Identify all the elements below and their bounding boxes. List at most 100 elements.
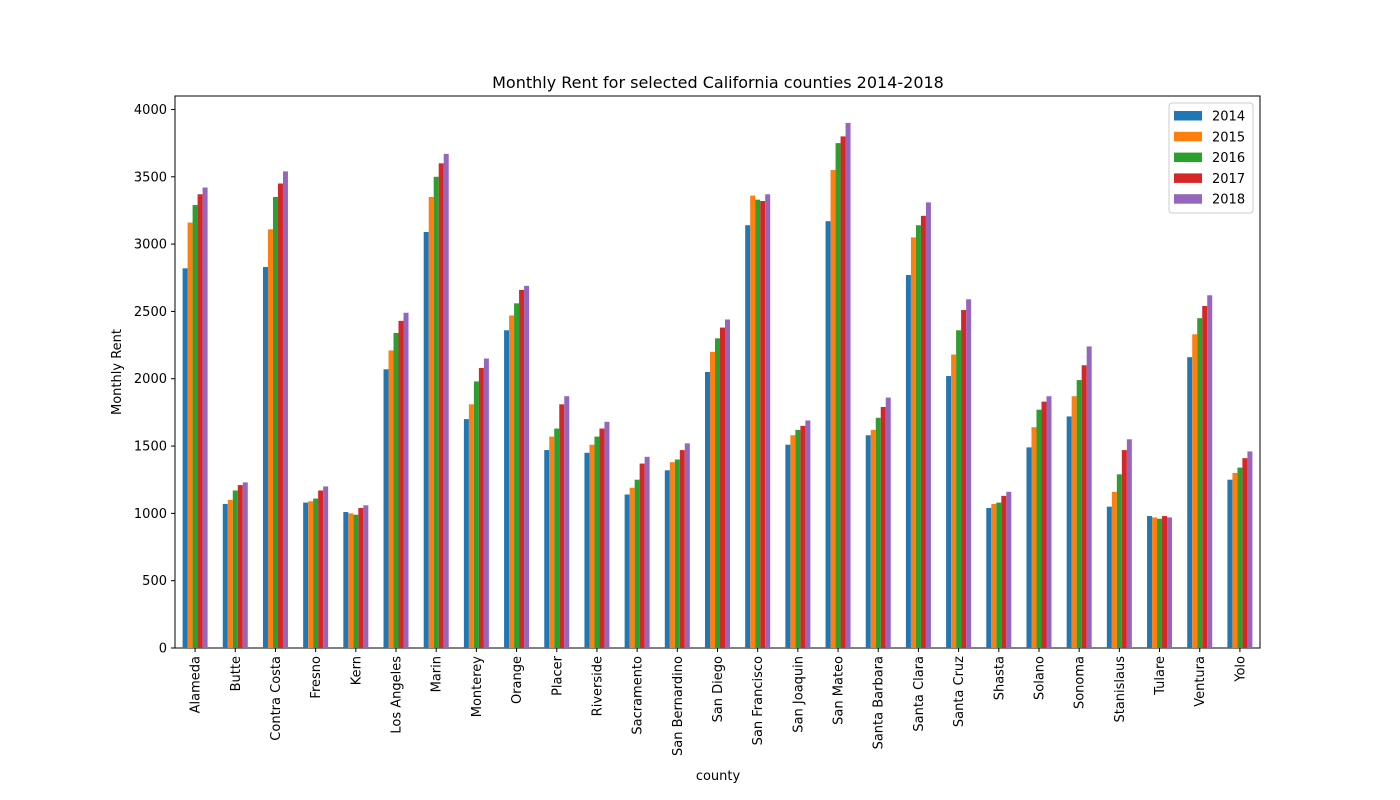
bar-2016-san-bernardino [674,459,680,648]
bar-2015-riverside [589,444,595,648]
bar-2014-san-francisco [745,225,751,648]
legend-swatch-2014 [1174,111,1202,121]
bar-2017-san-joaquin [800,425,806,648]
x-tick-label: Los Angeles [390,656,405,734]
legend-swatch-2018 [1174,194,1202,204]
y-tick-label: 3000 [134,238,167,253]
x-tick-label: Stanislaus [1113,656,1128,723]
bar-2018-los-angeles [403,312,409,648]
bar-2014-santa-barbara [865,435,871,648]
bar-2018-santa-clara [925,202,931,649]
bar-2017-monterey [478,367,484,648]
bar-2014-shasta [986,507,992,648]
y-tick-label: 2000 [134,372,167,387]
bar-2018-monterey [483,358,489,648]
bar-2016-san-diego [715,338,720,648]
bar-2016-stanislaus [1116,474,1122,648]
x-tick-label: Santa Cruz [952,656,967,727]
x-tick-label: Ventura [1193,656,1208,707]
x-tick-label: Contra Costa [269,656,284,741]
bar-2015-san-francisco [750,195,756,648]
bar-2015-kern [348,513,354,648]
legend-label-2016: 2016 [1212,151,1245,166]
bar-2016-santa-cruz [956,330,962,648]
bar-2017-placer [559,404,565,648]
bar-2015-san-diego [710,351,715,648]
bar-2015-alameda [187,222,193,648]
bar-2016-alameda [192,205,198,649]
bar-2018-tulare [1167,517,1173,648]
bar-2016-ventura [1197,318,1203,648]
bar-2016-marin [433,176,439,648]
bar-2016-kern [353,514,359,648]
bar-2016-butte [232,490,238,648]
legend-swatch-2015 [1174,131,1202,142]
bar-2018-sonoma [1086,346,1092,648]
bar-2016-tulare [1157,518,1163,648]
x-tick-label: Shasta [992,656,1007,700]
bar-2015-butte [227,499,233,648]
bar-2017-ventura [1202,306,1208,648]
bar-2018-ventura [1207,295,1213,648]
bar-2016-fresno [313,498,319,648]
x-tick-label: Tulare [1153,656,1168,696]
bar-2018-placer [564,396,570,648]
bar-2016-sacramento [634,479,640,648]
x-tick-label: Santa Barbara [872,656,887,749]
bar-2015-solano [1031,427,1037,648]
x-tick-label: Solano [1032,656,1047,700]
bar-2014-riverside [584,452,590,648]
bar-2016-contra-costa [272,196,278,648]
bar-2018-solano [1046,396,1052,648]
bar-2016-santa-barbara [875,417,881,648]
x-tick-label: Monterey [470,656,485,718]
bar-2017-contra-costa [277,183,283,648]
bar-2014-orange [504,330,510,648]
x-tick-label: Fresno [309,656,324,699]
bar-2017-orange [519,289,525,648]
x-tick-label: Yolo [1233,656,1248,683]
bar-2014-san-mateo [825,221,831,648]
bar-2014-monterey [463,419,469,648]
bar-2015-tulare [1152,517,1158,648]
legend-label-2018: 2018 [1212,193,1245,208]
y-tick-label: 1000 [134,507,167,522]
y-tick-label: 4000 [134,103,167,118]
bar-2014-solano [1026,447,1032,648]
x-tick-label: Placer [550,655,565,696]
bar-2015-orange [509,315,515,648]
bar-2014-marin [423,231,429,649]
bar-2018-san-bernardino [684,443,690,648]
bar-2018-shasta [1006,491,1012,648]
bar-2014-santa-clara [905,275,911,648]
bar-2018-orange [524,285,530,648]
x-tick-label: Sonoma [1073,656,1088,709]
bar-2018-san-francisco [765,194,771,648]
x-tick-label: Butte [229,656,244,691]
bar-2016-sonoma [1076,380,1082,648]
y-tick-label: 2500 [134,305,167,320]
x-tick-label: Marin [430,656,445,692]
x-tick-label: San Francisco [751,656,766,745]
bar-2014-fresno [303,502,309,648]
bar-2016-orange [514,303,520,648]
bar-2017-san-mateo [840,136,846,648]
bar-2014-tulare [1147,516,1153,648]
bar-2018-san-mateo [845,122,851,649]
x-tick-label: San Diego [711,656,726,722]
bar-2014-contra-costa [262,266,268,648]
bar-2015-ventura [1192,334,1198,648]
bar-2015-santa-barbara [870,429,876,648]
y-tick-label: 0 [159,642,167,657]
bar-2014-san-joaquin [785,444,791,648]
bar-2014-stanislaus [1106,506,1112,648]
x-tick-label: San Joaquin [791,656,806,733]
y-axis: 0 500 1000 1500 2000 2500 3000 3500 4000 [134,103,175,657]
bar-2017-san-diego [720,327,725,648]
bar-2016-san-joaquin [795,429,801,648]
bar-2016-san-mateo [835,143,841,648]
legend-label-2015: 2015 [1212,130,1245,145]
bar-2018-santa-cruz [966,299,972,648]
bar-2015-contra-costa [267,229,273,648]
